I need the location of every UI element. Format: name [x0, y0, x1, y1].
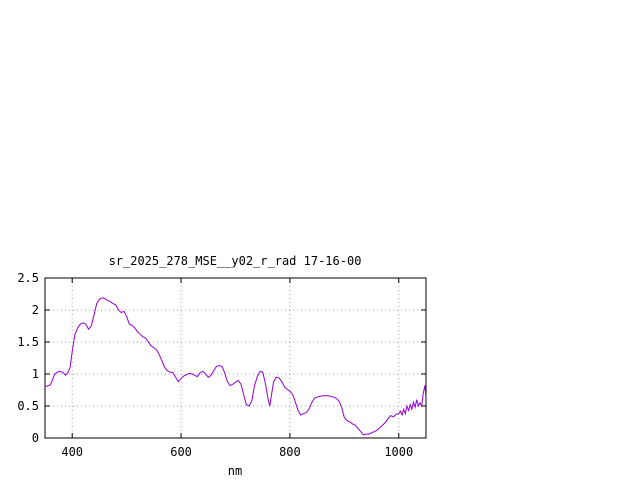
- x-tick-label: 600: [170, 445, 192, 459]
- x-axis: 400 600 800 1000: [61, 278, 413, 459]
- x-tick-label: 800: [279, 445, 301, 459]
- series-line: [44, 297, 427, 436]
- grid: [45, 278, 426, 438]
- y-tick-label: 2: [32, 303, 39, 317]
- x-axis-label: nm: [228, 464, 242, 478]
- y-tick-label: 0.5: [17, 399, 39, 413]
- y-tick-label: 0: [32, 431, 39, 445]
- x-tick-label: 400: [61, 445, 83, 459]
- plot-frame: [44, 277, 427, 439]
- x-tick-label: 1000: [384, 445, 413, 459]
- chart-title: sr_2025_278_MSE__y02_r_rad 17-16-00: [109, 254, 362, 268]
- y-tick-label: 1.5: [17, 335, 39, 349]
- y-tick-label: 2.5: [17, 271, 39, 285]
- y-tick-label: 1: [32, 367, 39, 381]
- y-axis: 0 0.5 1 1.5 2 2.5: [17, 271, 426, 445]
